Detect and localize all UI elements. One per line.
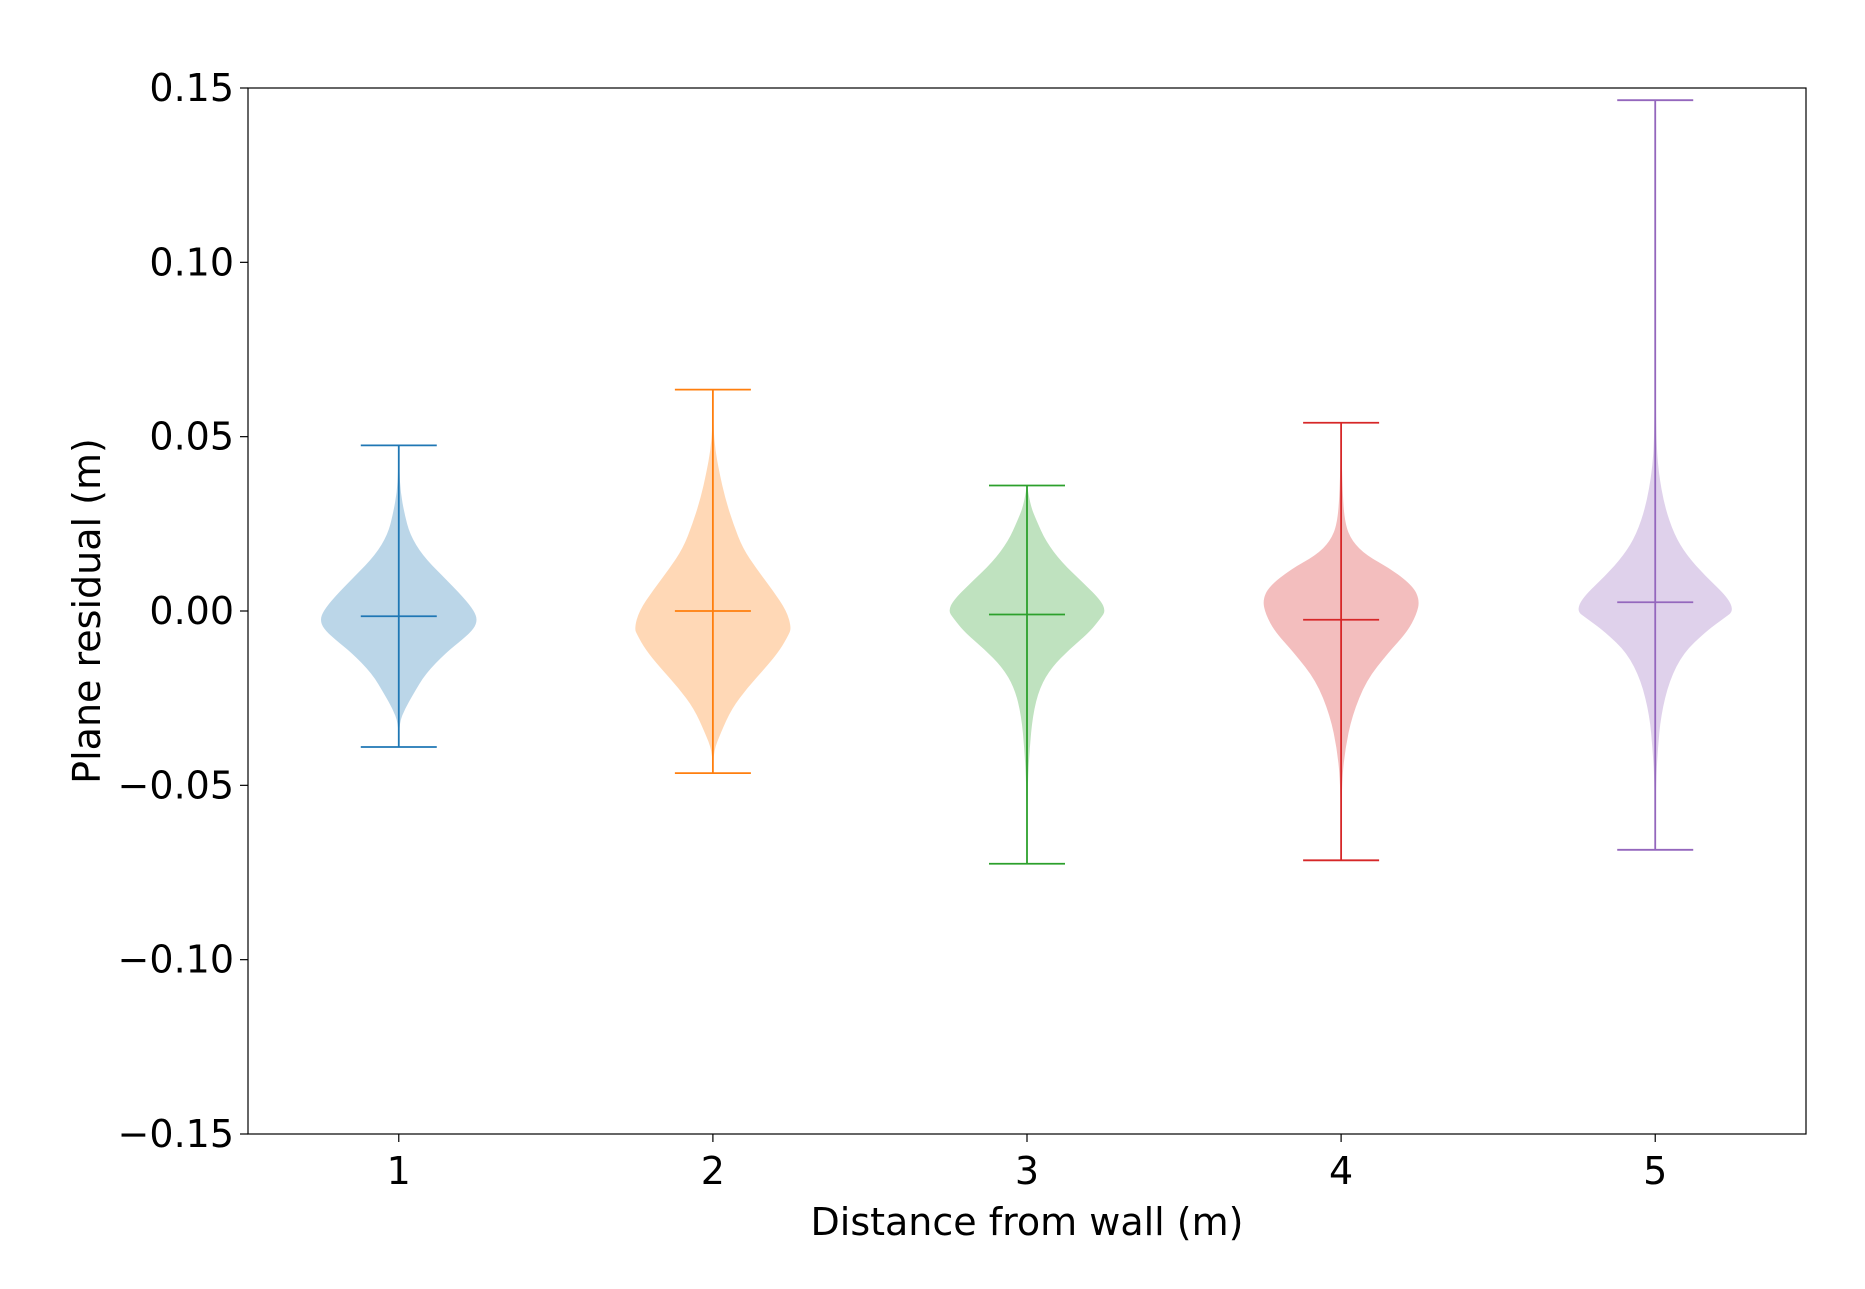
x-tick-label: 2	[701, 1149, 725, 1193]
y-tick-label: 0.10	[149, 240, 234, 284]
x-tick-label: 5	[1643, 1149, 1667, 1193]
x-axis: 1 2 3 4 5	[387, 1134, 1667, 1193]
y-tick-label: −0.15	[118, 1112, 234, 1156]
x-tick-label: 4	[1329, 1149, 1353, 1193]
y-axis: −0.15 −0.10 −0.05 0.00 0.05 0.10 0.15	[118, 66, 248, 1156]
y-tick-label: 0.00	[149, 589, 234, 633]
y-axis-label: Plane residual (m)	[65, 438, 109, 784]
x-axis-label: Distance from wall (m)	[811, 1200, 1244, 1244]
y-tick-label: 0.05	[149, 415, 234, 459]
y-tick-label: 0.15	[149, 66, 234, 110]
x-tick-label: 1	[387, 1149, 411, 1193]
x-tick-label: 3	[1015, 1149, 1039, 1193]
violin-stat-lines-layer	[360, 99, 1694, 865]
y-tick-label: −0.05	[118, 763, 234, 807]
y-tick-label: −0.10	[118, 938, 234, 982]
